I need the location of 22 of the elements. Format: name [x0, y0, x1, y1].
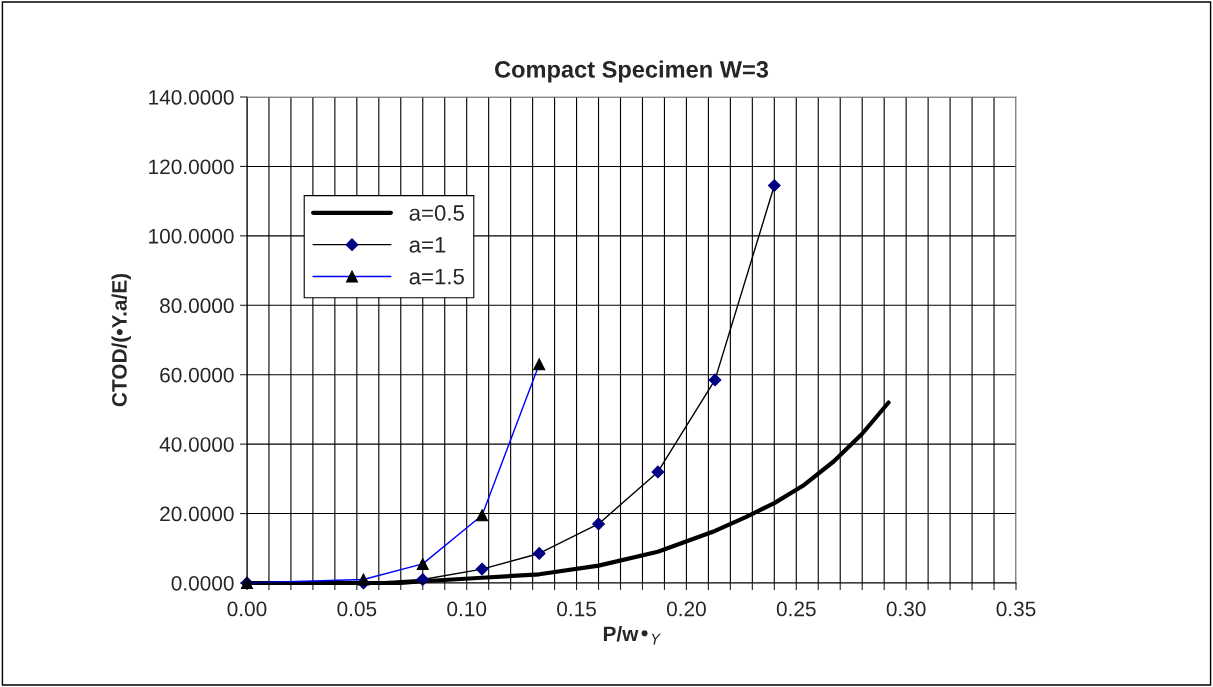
chart-title: Compact Specimen W=3 [495, 60, 769, 83]
y-tick-label: 140.0000 [149, 90, 234, 105]
legend-label: a=0.5 [409, 205, 464, 221]
y-tick-label: 40.0000 [159, 437, 234, 452]
x-tick-label: 0.30 [886, 601, 926, 617]
x-tick-label: 0.25 [776, 601, 816, 617]
y-tick-label: 20.0000 [160, 506, 234, 522]
x-tick-label: 0.00 [227, 601, 267, 617]
x-tick-label: 0.20 [666, 601, 706, 617]
y-tick-label: 0.0000 [171, 575, 234, 591]
y-axis-title: CTOD/(•Y.a/E) [111, 273, 131, 407]
y-tick-label: 120.0000 [149, 159, 234, 175]
x-axis-title: P/w•$_{Y}$ [603, 625, 661, 645]
y-tick-label: 60.0000 [160, 367, 234, 383]
legend-label: a=1 [409, 237, 446, 253]
y-tick-label: 80.0000 [160, 298, 234, 314]
x-tick-label: 0.15 [557, 601, 596, 617]
x-tick-label: 0.10 [447, 601, 487, 617]
legend-label: a=1.5 [409, 268, 464, 285]
x-tick-label: 0.05 [337, 601, 377, 617]
y-tick-label: 100.0000 [149, 228, 234, 244]
x-tick-label: 0.35 [996, 601, 1036, 617]
